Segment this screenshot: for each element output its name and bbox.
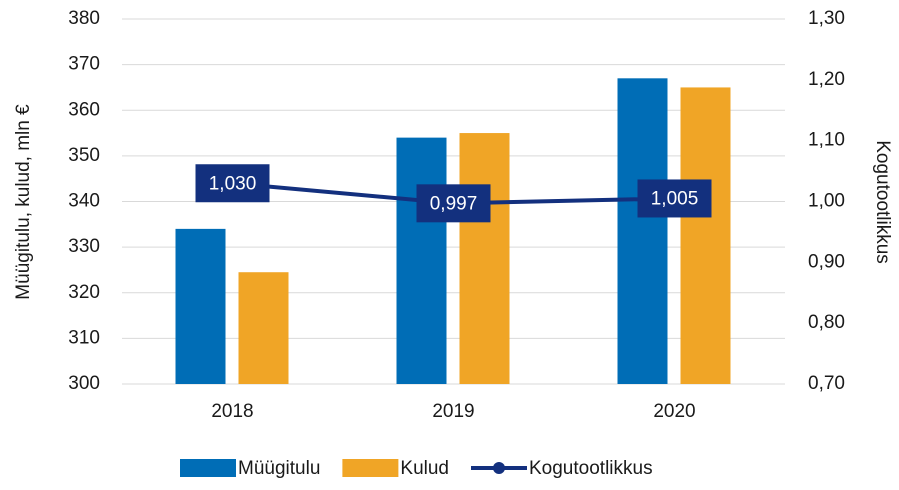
y-tick-label: 320 (68, 282, 100, 303)
y-tick-label: 300 (68, 373, 100, 394)
legend-label: Kogutootlikkus (529, 458, 653, 479)
bar (396, 137, 447, 384)
legend-marker (493, 462, 505, 474)
data-label: 0,997 (430, 193, 478, 214)
legend-label: Müügitulu (238, 458, 320, 479)
y2-tick-label: 0,80 (808, 312, 845, 333)
x-tick-label: 2018 (211, 401, 253, 422)
data-label-box (416, 184, 491, 223)
legend-swatch (342, 459, 399, 477)
y-axis-title: Müügitulu, kulud, mln € (13, 104, 34, 300)
y2-tick-label: 1,00 (808, 191, 845, 212)
bar (459, 133, 510, 384)
x-tick-label: 2019 (432, 401, 474, 422)
y-tick-label: 380 (68, 8, 100, 29)
bar (175, 228, 226, 384)
y2-axis-title: Kogutootlikkus (872, 140, 893, 264)
y2-tick-label: 0,70 (808, 373, 845, 394)
y2-tick-label: 1,20 (808, 69, 845, 90)
y2-tick-label: 1,30 (808, 8, 845, 29)
data-label-box (637, 179, 712, 218)
data-label: 1,030 (209, 173, 257, 194)
y-tick-label: 350 (68, 145, 100, 166)
data-label: 1,005 (651, 188, 699, 209)
legend-label: Kulud (400, 458, 449, 479)
y-tick-label: 330 (68, 236, 100, 257)
y-tick-label: 340 (68, 191, 100, 212)
legend-swatch (180, 459, 236, 477)
y-tick-label: 360 (68, 99, 100, 120)
data-label-box (195, 164, 270, 203)
y2-tick-label: 0,90 (808, 251, 845, 272)
y-tick-label: 370 (68, 54, 100, 75)
y2-tick-label: 1,10 (808, 130, 845, 151)
x-tick-label: 2020 (653, 401, 695, 422)
bar (238, 272, 289, 384)
bar (680, 87, 731, 384)
y-tick-label: 310 (68, 327, 100, 348)
bar (617, 78, 668, 384)
